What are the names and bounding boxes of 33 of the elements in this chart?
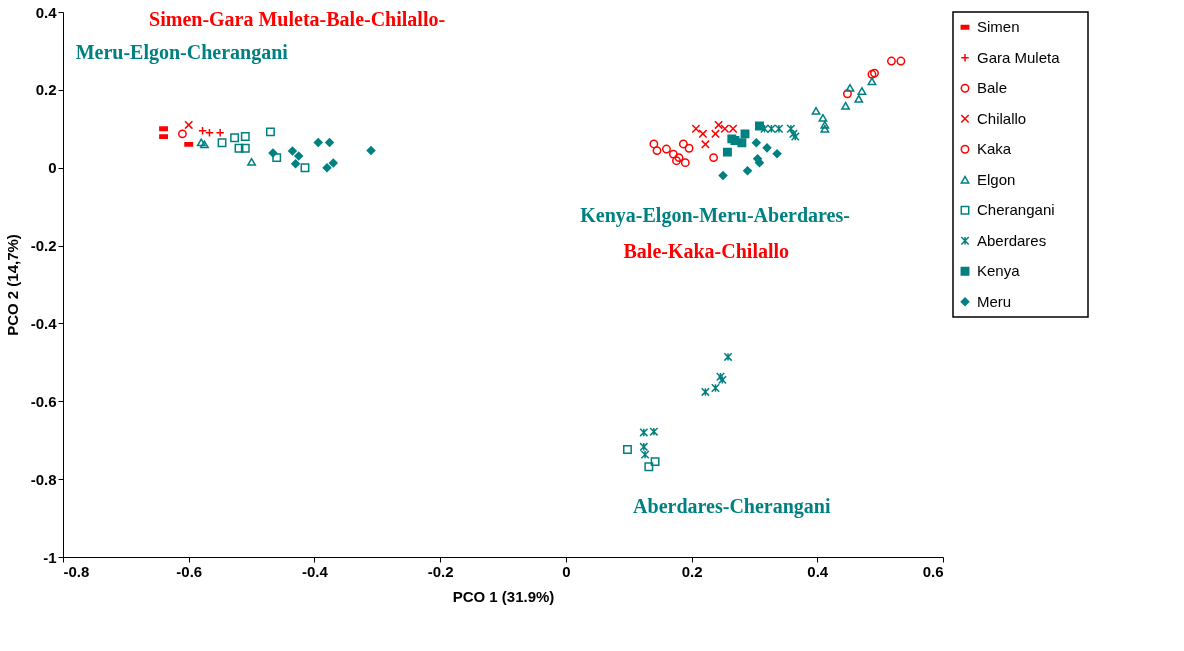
legend-label: Gara Muleta	[977, 48, 1061, 66]
x-tick-label: 0.2	[681, 562, 703, 580]
y-tick-label: -0.2	[30, 237, 57, 255]
y-tick-label: -0.6	[30, 392, 57, 410]
legend-label: Chilallo	[977, 109, 1027, 127]
y-tick-label: -0.4	[30, 314, 58, 332]
annotation: Simen-Gara Muleta-Bale-Chilallo-	[149, 8, 446, 31]
y-tick-label: -1	[43, 548, 57, 566]
y-tick-label: 0.4	[35, 3, 58, 21]
x-axis-title: PCO 1 (31.9%)	[452, 587, 555, 605]
x-tick-label: -0.4	[302, 562, 329, 580]
legend-label: Cherangani	[977, 201, 1055, 219]
annotation: Aberdares-Cherangani	[633, 494, 831, 518]
y-axis-title: PCO 2 (14,7%)	[3, 234, 21, 336]
x-tick-label: 0.4	[807, 562, 829, 580]
legend-label: Kaka	[977, 140, 1012, 158]
legend-label: Aberdares	[977, 231, 1047, 249]
legend-label: Bale	[977, 79, 1008, 97]
x-tick-label: 0.6	[922, 562, 944, 580]
annotation: Kenya-Elgon-Meru-Aberdares-	[580, 203, 850, 227]
legend-label: Simen	[977, 18, 1020, 36]
annotation: Bale-Kaka-Chilallo	[623, 239, 790, 262]
x-tick-label: -0.8	[63, 562, 90, 580]
legend-label: Elgon	[977, 170, 1016, 188]
y-tick-label: -0.8	[30, 470, 57, 488]
x-tick-label: -0.2	[427, 562, 454, 580]
x-tick-label: -0.6	[176, 562, 203, 580]
y-tick-label: 0.2	[35, 81, 57, 99]
legend-label: Kenya	[977, 262, 1021, 280]
y-tick-label: 0	[48, 159, 57, 177]
x-tick-label: 0	[562, 562, 571, 580]
legend-label: Meru	[977, 292, 1012, 310]
annotation: Meru-Elgon-Cherangani	[75, 40, 289, 64]
